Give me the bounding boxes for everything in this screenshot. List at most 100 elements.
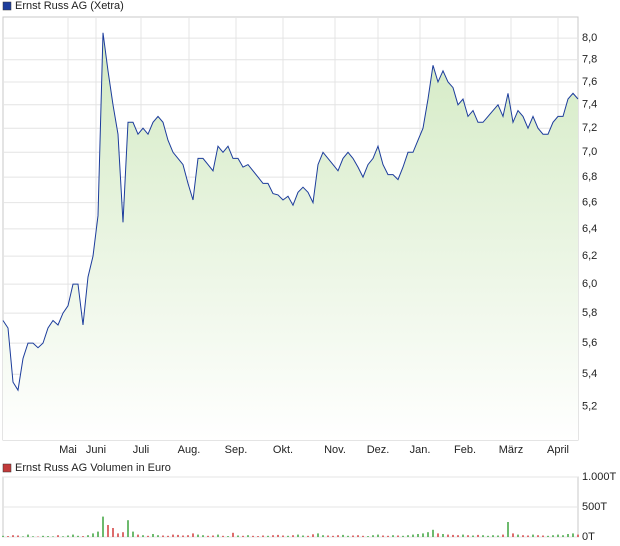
volume-bar xyxy=(137,534,139,537)
volume-bar xyxy=(357,535,359,537)
volume-bar xyxy=(392,535,394,537)
volume-bar xyxy=(172,534,174,537)
y-tick-label: 5,2 xyxy=(582,400,597,412)
y-tick-label: 5,4 xyxy=(582,368,597,380)
volume-bar xyxy=(322,535,324,537)
x-tick-label: Aug. xyxy=(178,444,201,456)
y-tick-label: 6,2 xyxy=(582,250,597,262)
volume-bar xyxy=(227,536,229,537)
volume-bar xyxy=(132,531,134,537)
volume-bar xyxy=(92,533,94,537)
volume-bar xyxy=(377,534,379,537)
volume-bar xyxy=(577,534,579,537)
volume-bar xyxy=(302,535,304,537)
x-tick-label: Juni xyxy=(86,444,106,456)
volume-bar xyxy=(487,535,489,537)
y-tick-label: 7,0 xyxy=(582,146,597,158)
y-tick-label: 7,4 xyxy=(582,99,597,111)
volume-bar xyxy=(147,535,149,537)
volume-bar xyxy=(32,536,34,537)
y-tick-label: 7,2 xyxy=(582,122,597,134)
legend-label: Ernst Russ AG Volumen in Euro xyxy=(15,462,171,474)
volume-bar xyxy=(437,533,439,537)
volume-bar xyxy=(217,534,219,537)
legend-label: Ernst Russ AG (Xetra) xyxy=(15,0,124,12)
volume-bar xyxy=(352,535,354,537)
volume-bar xyxy=(552,535,554,537)
volume-bar xyxy=(157,535,159,537)
x-tick-label: Feb. xyxy=(454,444,476,456)
x-tick-label: Jan. xyxy=(410,444,431,456)
volume-bar xyxy=(532,534,534,537)
y-tick-label: 6,6 xyxy=(582,197,597,209)
y-tick-label: 6,4 xyxy=(582,223,597,235)
volume-bar xyxy=(62,536,64,537)
volume-bar xyxy=(247,535,249,537)
volume-bar xyxy=(317,533,319,537)
volume-bar xyxy=(177,534,179,537)
volume-bar xyxy=(422,533,424,537)
volume-bar xyxy=(262,535,264,537)
volume-bar xyxy=(547,535,549,537)
y-tick-label: 6,8 xyxy=(582,171,597,183)
volume-bar xyxy=(42,535,44,537)
y-tick-label: 500T xyxy=(582,501,607,513)
volume-bar xyxy=(447,534,449,537)
volume-bar xyxy=(52,536,54,537)
volume-bar xyxy=(182,535,184,537)
volume-bar xyxy=(97,531,99,537)
volume-bar xyxy=(457,535,459,537)
volume-bar xyxy=(267,535,269,537)
volume-bar xyxy=(527,535,529,537)
volume-bar xyxy=(252,535,254,537)
volume-bar xyxy=(502,534,504,537)
volume-bar xyxy=(277,534,279,537)
volume-bar xyxy=(517,534,519,537)
volume-bar xyxy=(187,535,189,537)
volume-bar xyxy=(382,535,384,537)
x-tick-label: April xyxy=(547,444,569,456)
volume-bar xyxy=(567,534,569,537)
volume-bar xyxy=(497,535,499,537)
y-tick-label: 5,6 xyxy=(582,337,597,349)
volume-bar xyxy=(152,534,154,537)
volume-bar xyxy=(57,535,59,537)
y-tick-label: 0T xyxy=(582,531,595,543)
volume-bar xyxy=(412,534,414,537)
volume-bar xyxy=(222,535,224,537)
y-tick-label: 6,0 xyxy=(582,278,597,290)
volume-bar xyxy=(77,535,79,537)
volume-bar xyxy=(387,535,389,537)
volume-bar xyxy=(427,532,429,537)
x-tick-label: Nov. xyxy=(324,444,346,456)
volume-bar xyxy=(282,535,284,537)
volume-bar xyxy=(2,535,4,537)
volume-bar xyxy=(237,535,239,537)
volume-bar xyxy=(112,528,114,537)
volume-bar xyxy=(507,522,509,537)
volume-bar xyxy=(67,535,69,537)
y-tick-label: 8,0 xyxy=(582,32,597,44)
y-tick-label: 5,8 xyxy=(582,307,597,319)
volume-bar xyxy=(342,534,344,537)
volume-bar xyxy=(462,534,464,537)
volume-bar xyxy=(257,536,259,537)
volume-bar xyxy=(27,534,29,537)
volume-bar xyxy=(167,535,169,537)
volume-bar xyxy=(327,535,329,537)
legend-swatch xyxy=(2,1,12,11)
volume-bar xyxy=(192,533,194,537)
volume-bar xyxy=(442,534,444,537)
volume-bar xyxy=(72,534,74,537)
price-line xyxy=(2,32,579,392)
volume-bar xyxy=(347,535,349,537)
volume-bar xyxy=(102,516,104,537)
volume-bar xyxy=(47,536,49,537)
volume-bar xyxy=(472,535,474,537)
volume-bar xyxy=(17,535,19,537)
volume-bar xyxy=(87,535,89,537)
volume-bar xyxy=(467,535,469,537)
volume-bar xyxy=(452,534,454,537)
volume-bar xyxy=(522,535,524,537)
